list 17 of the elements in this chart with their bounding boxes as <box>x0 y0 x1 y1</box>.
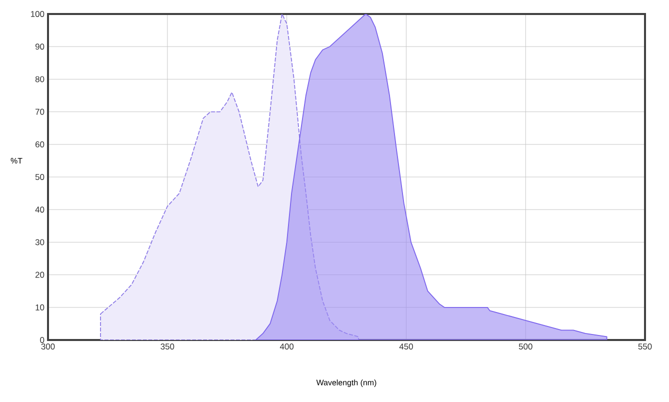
y-tick-label: 40 <box>35 206 44 213</box>
x-tick-label: 500 <box>518 344 532 350</box>
y-tick-label: 100 <box>30 11 44 17</box>
y-tick-label: 50 <box>35 174 44 180</box>
y-tick-label: 60 <box>36 141 44 148</box>
x-tick-label: 450 <box>399 344 413 350</box>
y-tick-label: 30 <box>35 239 44 246</box>
x-tick-label: 400 <box>280 344 294 350</box>
y-tick-label: 10 <box>36 304 44 310</box>
y-tick-label: 0 <box>40 337 44 343</box>
y-tick-label: 80 <box>35 76 44 82</box>
y-tick-label: 90 <box>35 44 44 50</box>
x-tick-label: 550 <box>638 344 652 350</box>
x-tick-label: 350 <box>160 344 174 350</box>
x-tick-label: 300 <box>41 344 55 350</box>
y-tick-label: 20 <box>35 272 44 278</box>
y-tick-label: 70 <box>36 108 44 115</box>
